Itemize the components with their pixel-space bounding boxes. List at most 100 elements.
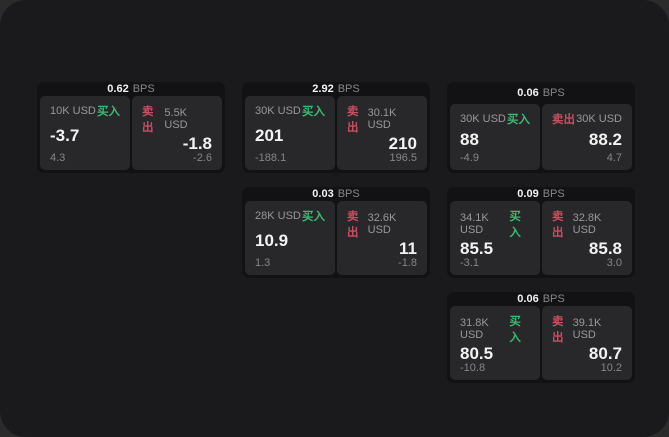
sell-price: 210 [388, 134, 417, 153]
buy-panel[interactable]: 30K USD 买入 88 -4.9 [450, 104, 540, 170]
buy-top-row: 31.8K USD 买入 [460, 313, 530, 345]
buy-size-label: 34.1K USD [460, 212, 489, 236]
bps-value: 0.06 [517, 293, 539, 305]
sell-side-label: 卖出 [552, 316, 564, 344]
bps-suffix-label: BPS [542, 293, 565, 305]
sell-panel[interactable]: 卖出 32.8K USD 85.8 3.0 [542, 201, 632, 275]
buy-panel[interactable]: 31.8K USD 买入 80.5 -10.8 [450, 306, 540, 380]
sell-delta: 196.5 [389, 152, 417, 164]
quote-card: 2.92 BPS 30K USD 买入 201 -188.1 卖出 30.1K … [242, 82, 430, 173]
sell-top-row: 卖出 30.1K USD [347, 103, 417, 135]
sell-panel[interactable]: 卖出 39.1K USD 80.7 10.2 [542, 306, 632, 380]
sell-size-label: 32.6K USD [367, 212, 397, 236]
sell-delta: 3.0 [606, 257, 622, 269]
sell-delta: -1.8 [398, 257, 417, 269]
sell-side-label: 卖出 [142, 106, 154, 134]
quote-card: 0.06 BPS 30K USD 买入 88 -4.9 卖出 30K USD 8… [447, 82, 635, 173]
sell-price: -1.8 [182, 134, 212, 153]
buy-price: 80.5 [460, 344, 494, 363]
quote-panels: 31.8K USD 买入 80.5 -10.8 卖出 39.1K USD 80.… [447, 306, 635, 383]
sell-panel[interactable]: 卖出 30.1K USD 210 196.5 [337, 96, 427, 170]
buy-side-label: 买入 [97, 106, 120, 118]
bps-suffix-label: BPS [337, 188, 360, 200]
buy-panel[interactable]: 28K USD 买入 10.9 1.3 [245, 201, 335, 275]
quote-panels: 34.1K USD 买入 85.5 -3.1 卖出 32.8K USD 85.8… [447, 201, 635, 278]
cards-grid: 0.62 BPS 10K USD 买入 -3.7 4.3 卖出 5.5K USD… [37, 82, 635, 383]
sell-delta: -2.6 [193, 152, 212, 164]
sell-size-label: 5.5K USD [164, 107, 188, 131]
sell-panel[interactable]: 卖出 32.6K USD 11 -1.8 [337, 201, 427, 275]
buy-panel[interactable]: 10K USD 买入 -3.7 4.3 [40, 96, 130, 170]
bps-value: 0.62 [107, 83, 129, 95]
sell-top-row: 卖出 30K USD [552, 111, 622, 127]
quote-panels: 10K USD 买入 -3.7 4.3 卖出 5.5K USD -1.8 -2.… [37, 96, 225, 173]
sell-top-row: 卖出 39.1K USD [552, 313, 622, 345]
buy-size-label: 30K USD [460, 113, 506, 125]
quote-panels: 28K USD 买入 10.9 1.3 卖出 32.6K USD 11 -1.8 [242, 201, 430, 278]
card-header: 0.06 BPS [447, 82, 635, 104]
sell-price: 85.8 [588, 239, 622, 258]
bps-suffix-label: BPS [542, 87, 565, 99]
buy-delta: -10.8 [460, 362, 486, 374]
card-header: 2.92 BPS [242, 82, 430, 96]
buy-delta: 4.3 [50, 152, 66, 164]
sell-side-label: 卖出 [347, 106, 359, 134]
quote-card: 0.03 BPS 28K USD 买入 10.9 1.3 卖出 32.6K US… [242, 187, 430, 278]
sell-size-label: 30.1K USD [367, 107, 397, 131]
bps-value: 0.09 [517, 188, 539, 200]
buy-size-label: 30K USD [255, 105, 301, 117]
sell-delta: 4.7 [606, 152, 622, 164]
sell-size-label: 32.8K USD [572, 212, 602, 236]
quote-card: 0.06 BPS 31.8K USD 买入 80.5 -10.8 卖出 39.1… [447, 292, 635, 383]
buy-top-row: 30K USD 买入 [460, 111, 530, 127]
buy-delta: -4.9 [460, 152, 479, 164]
card-header: 0.06 BPS [447, 292, 635, 306]
sell-side-label: 卖出 [552, 114, 575, 126]
buy-side-label: 买入 [302, 211, 325, 223]
buy-panel[interactable]: 30K USD 买入 201 -188.1 [245, 96, 335, 170]
buy-side-label: 买入 [507, 114, 530, 126]
bps-suffix-label: BPS [132, 83, 155, 95]
quote-panels: 30K USD 买入 201 -188.1 卖出 30.1K USD 210 1… [242, 96, 430, 173]
sell-price: 11 [399, 239, 417, 258]
buy-price: 85.5 [460, 239, 494, 258]
sell-top-row: 卖出 32.6K USD [347, 208, 417, 240]
buy-side-label: 买入 [509, 316, 521, 344]
buy-size-label: 10K USD [50, 105, 96, 117]
sell-side-label: 卖出 [552, 211, 564, 239]
buy-price: -3.7 [50, 126, 80, 145]
sell-top-row: 卖出 32.8K USD [552, 208, 622, 240]
buy-top-row: 28K USD 买入 [255, 208, 325, 224]
buy-size-label: 28K USD [255, 210, 301, 222]
bps-value: 0.03 [312, 188, 334, 200]
buy-top-row: 34.1K USD 买入 [460, 208, 530, 240]
sell-panel[interactable]: 卖出 5.5K USD -1.8 -2.6 [132, 96, 222, 170]
sell-size-label: 39.1K USD [572, 317, 602, 341]
sell-top-row: 卖出 5.5K USD [142, 103, 212, 135]
buy-delta: -3.1 [460, 257, 479, 269]
quote-card: 0.62 BPS 10K USD 买入 -3.7 4.3 卖出 5.5K USD… [37, 82, 225, 173]
sell-side-label: 卖出 [347, 211, 359, 239]
card-header: 0.09 BPS [447, 187, 635, 201]
sell-delta: 10.2 [600, 362, 622, 374]
quote-card: 0.09 BPS 34.1K USD 买入 85.5 -3.1 卖出 32.8K… [447, 187, 635, 278]
buy-top-row: 30K USD 买入 [255, 103, 325, 119]
bps-suffix-label: BPS [337, 83, 360, 95]
buy-delta: 1.3 [255, 257, 271, 269]
buy-side-label: 买入 [302, 106, 325, 118]
buy-delta: -188.1 [255, 152, 287, 164]
card-header: 0.03 BPS [242, 187, 430, 201]
buy-top-row: 10K USD 买入 [50, 103, 120, 119]
bps-value: 2.92 [312, 83, 334, 95]
sell-price: 88.2 [588, 130, 622, 149]
buy-side-label: 买入 [509, 211, 521, 239]
quote-panels: 30K USD 买入 88 -4.9 卖出 30K USD 88.2 4.7 [447, 104, 635, 173]
card-header: 0.62 BPS [37, 82, 225, 96]
bps-value: 0.06 [517, 87, 539, 99]
buy-size-label: 31.8K USD [460, 317, 489, 341]
bps-suffix-label: BPS [542, 188, 565, 200]
sell-panel[interactable]: 卖出 30K USD 88.2 4.7 [542, 104, 632, 170]
sell-price: 80.7 [588, 344, 622, 363]
buy-panel[interactable]: 34.1K USD 买入 85.5 -3.1 [450, 201, 540, 275]
